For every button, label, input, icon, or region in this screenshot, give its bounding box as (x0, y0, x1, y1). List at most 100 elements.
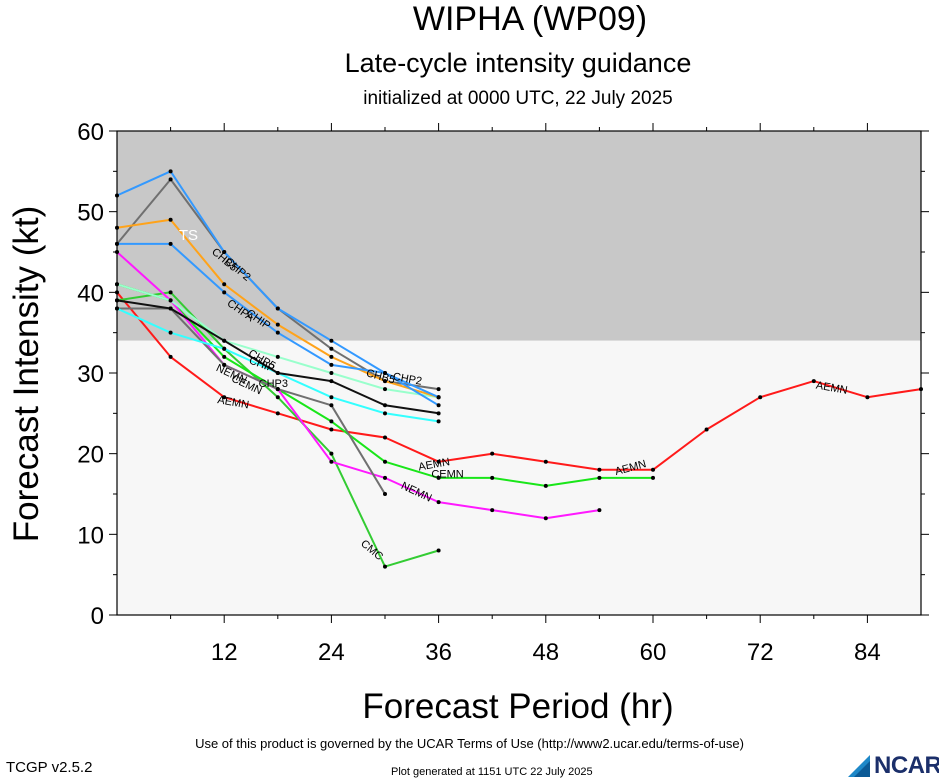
data-point-cemn (490, 475, 495, 480)
data-point-chp6 (168, 306, 173, 311)
x-tick-label: 84 (854, 639, 881, 666)
y-tick-label: 10 (77, 522, 104, 549)
data-point-chb5 (436, 395, 441, 400)
series-label: TS (179, 227, 198, 244)
band-ts (117, 131, 921, 341)
data-point-cemn (383, 459, 387, 464)
data-point-chip (329, 395, 334, 400)
version-label: TCGP v2.5.2 (6, 759, 93, 776)
series-label: AEMN (815, 380, 848, 397)
data-point-aemn (383, 435, 387, 440)
series-line-chp3 (117, 307, 386, 495)
data-point-chp6 (383, 403, 387, 408)
y-tick-label: 30 (77, 361, 104, 388)
data-point-chp6 (275, 371, 280, 375)
data-point-cemn (651, 475, 655, 480)
series-label: AEMN (417, 456, 450, 473)
data-point-nemn (490, 508, 495, 513)
data-point-aemn (919, 387, 923, 392)
data-point-aemn (168, 354, 173, 359)
series-label: AEMN (216, 394, 249, 411)
x-tick-label: 60 (640, 639, 667, 666)
data-point-chpa (168, 241, 173, 246)
data-point-chp5 (383, 387, 387, 392)
data-point-chp5 (168, 298, 173, 303)
series-group (115, 169, 923, 569)
data-point-cemn (436, 475, 441, 480)
data-point-cemn (222, 354, 227, 359)
generated-timestamp: Plot generated at 1151 UTC 22 July 2025 (391, 766, 593, 778)
data-point-nemn (543, 516, 548, 521)
data-point-chp3 (275, 387, 280, 392)
data-point-chp5 (329, 371, 334, 375)
data-point-chip (115, 306, 119, 311)
y-tick-label: 20 (77, 442, 104, 469)
data-point-chp3 (383, 492, 387, 496)
data-point-aemn (490, 451, 495, 456)
data-point-chp2 (329, 346, 334, 351)
data-point-nemn (329, 459, 334, 464)
ncar-logo-icon (848, 755, 870, 777)
data-point-aemn (704, 427, 709, 432)
data-point-cmc (275, 395, 280, 400)
data-point-chip (383, 411, 387, 416)
series-line-aemn (116, 291, 922, 471)
y-tick-label: 0 (91, 603, 104, 630)
series-aemn (115, 290, 923, 472)
chart-subtitle: Late-cycle intensity guidance (345, 48, 692, 78)
data-point-chb5 (222, 250, 227, 254)
y-tick-label: 40 (77, 280, 104, 307)
data-point-chip (329, 354, 334, 359)
data-point-aemn (222, 395, 227, 400)
data-point-aemn (651, 467, 655, 472)
data-point-chb5 (329, 338, 334, 343)
data-point-aemn (597, 467, 602, 472)
data-point-chb5 (275, 306, 280, 311)
data-point-chp6 (115, 298, 119, 303)
y-axis-label: Forecast Intensity (kt) (7, 206, 46, 542)
data-point-chp2 (436, 387, 441, 392)
data-point-chip (275, 322, 280, 327)
terms-of-use: Use of this product is governed by the U… (195, 736, 744, 751)
ncar-logo: NCAR (846, 752, 939, 780)
data-point-cmc (168, 290, 173, 295)
series-label: CEMN (431, 469, 463, 481)
x-tick-label: 72 (747, 639, 774, 666)
series-line-nemn (116, 251, 600, 520)
data-point-aemn (115, 290, 119, 295)
band-below-ts (117, 340, 921, 615)
data-point-chpa (275, 330, 280, 335)
data-point-aemn (543, 459, 548, 464)
data-point-chp3 (222, 362, 227, 367)
data-point-aemn (436, 459, 441, 464)
data-point-chp3 (329, 403, 334, 408)
series-chp6 (115, 298, 441, 416)
data-point-chp5 (275, 354, 280, 359)
axes: 0 10 20 30 40 50 60 12 24 36 48 60 72 84 (77, 119, 929, 666)
y-tick-label: 50 (77, 200, 104, 227)
data-point-chip (168, 217, 173, 222)
y-tick-label: 60 (77, 119, 104, 146)
data-point-chip (383, 379, 387, 384)
chart-title: WIPHA (WP09) (413, 0, 647, 38)
data-point-chpa (436, 403, 441, 408)
data-point-chpa (329, 362, 334, 367)
data-point-cemn (329, 419, 334, 424)
data-point-cmc (329, 451, 334, 456)
data-point-chb5 (115, 193, 119, 198)
chart-subtitle-init: initialized at 0000 UTC, 22 July 2025 (363, 88, 672, 109)
data-point-chip (115, 225, 119, 230)
data-point-chpa (383, 371, 387, 375)
ncar-logo-text: NCAR (874, 752, 939, 779)
x-axis-label: Forecast Period (hr) (362, 687, 673, 726)
data-point-chip (222, 346, 227, 351)
series-chpa (115, 241, 441, 408)
data-point-chp6 (436, 411, 441, 416)
x-tick-label: 36 (425, 639, 452, 666)
data-point-nemn (115, 250, 119, 254)
data-point-chip (168, 330, 173, 335)
data-point-chip (436, 419, 441, 424)
series-label: CHP2 (392, 371, 423, 388)
x-tick-label: 12 (211, 639, 238, 666)
